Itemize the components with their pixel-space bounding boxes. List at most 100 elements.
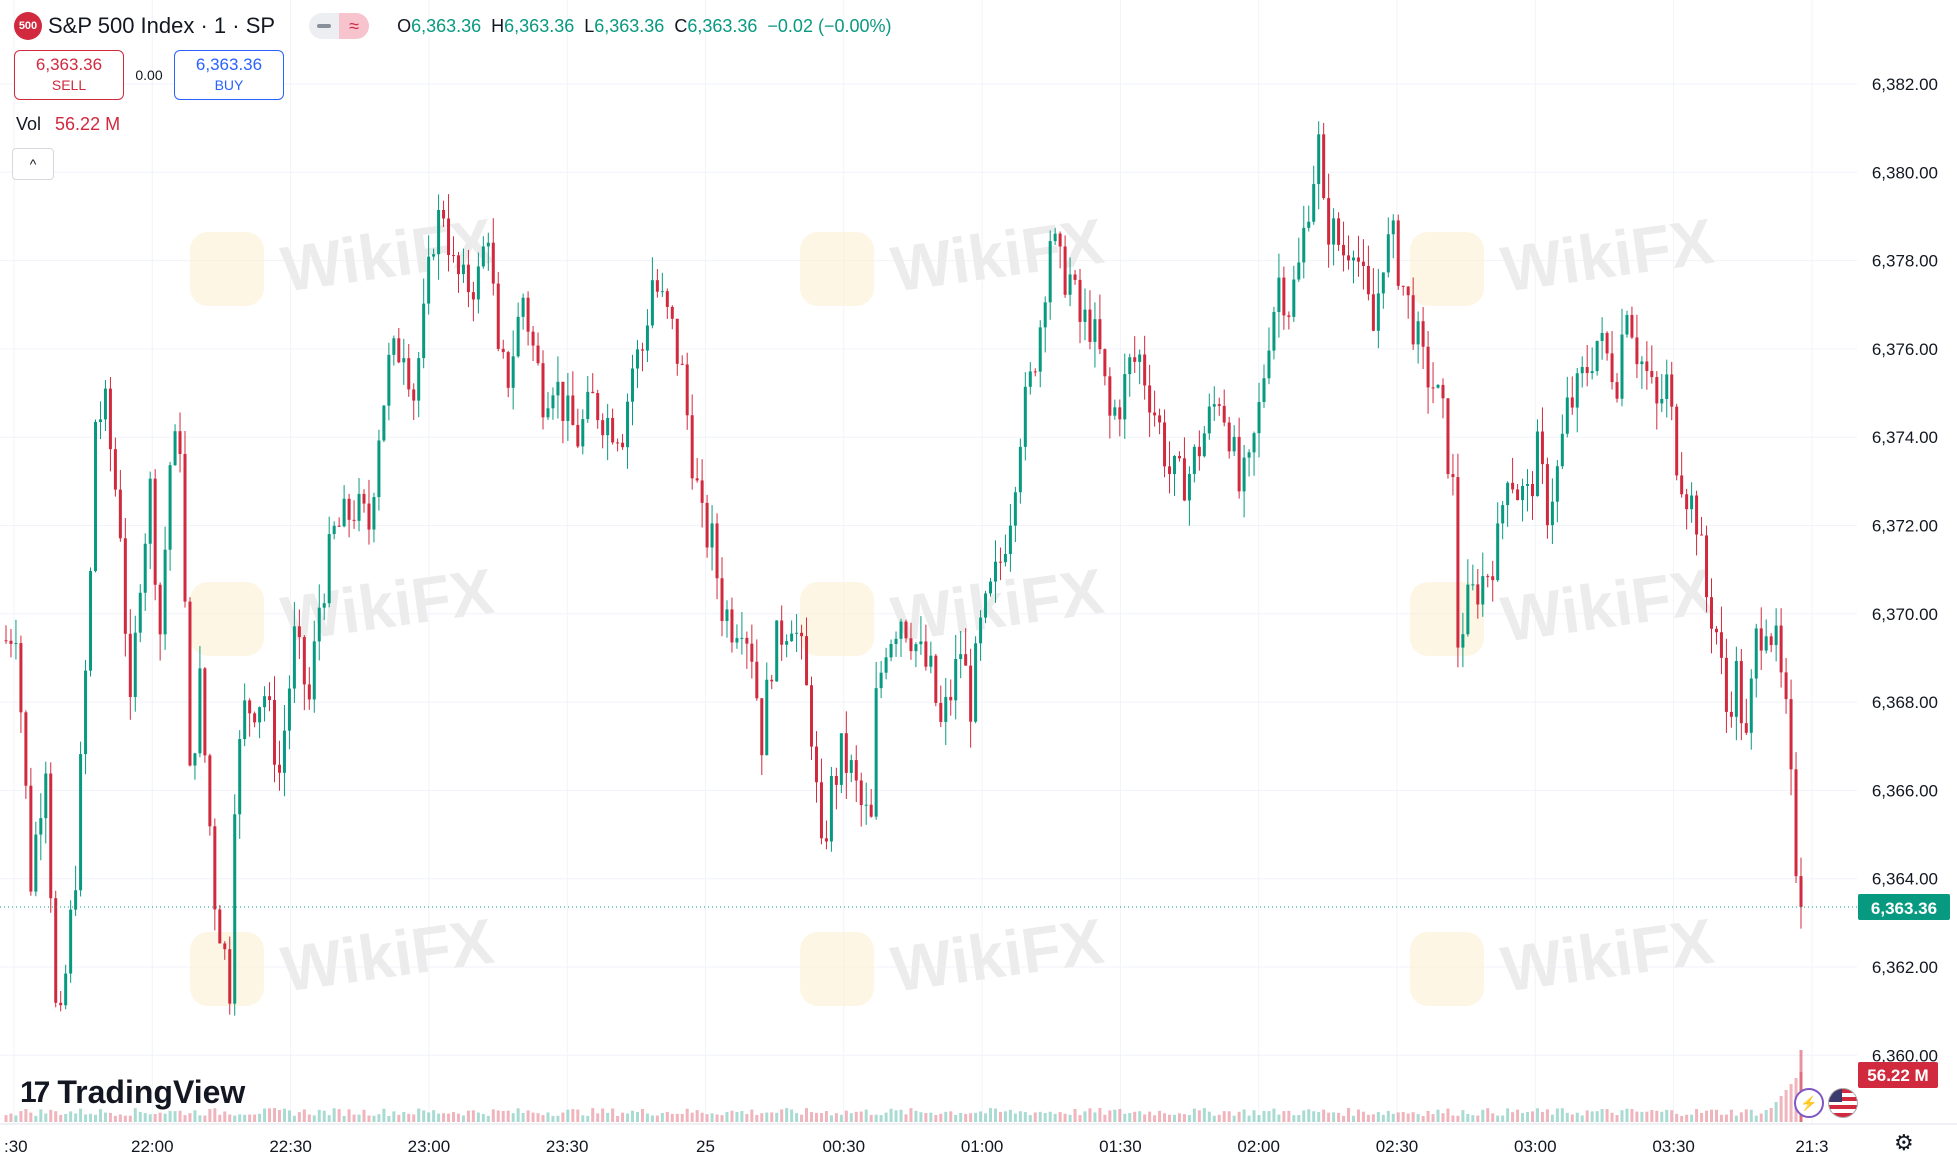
- candle-body: [834, 775, 838, 785]
- volume-bar: [1048, 1111, 1052, 1122]
- candle-body: [1128, 357, 1132, 375]
- candle-body: [1207, 406, 1211, 434]
- volume-bar: [1252, 1110, 1256, 1122]
- volume-bar: [1118, 1109, 1122, 1122]
- volume-bar: [1242, 1109, 1246, 1122]
- lightning-icon[interactable]: ⚡: [1794, 1088, 1824, 1118]
- candle-body: [387, 354, 391, 406]
- volume-bar: [253, 1114, 257, 1122]
- candle-body: [899, 621, 903, 639]
- volume-bar: [273, 1108, 277, 1122]
- volume-bar: [715, 1114, 719, 1122]
- buy-button[interactable]: 6,363.36 BUY: [174, 50, 284, 100]
- time-axis[interactable]: :30 22:00 22:30 23:00 23:30 25 00:30 01:00 01:30…: [4, 1137, 1828, 1156]
- volume-bar: [143, 1113, 147, 1122]
- volume-bar: [44, 1113, 48, 1122]
- y-tick-label: 6,382.00: [1872, 75, 1938, 94]
- candle-body: [447, 218, 451, 256]
- candle-body: [680, 363, 684, 365]
- candle-body: [949, 696, 953, 701]
- candle-body: [1123, 374, 1127, 420]
- volume-bar: [1635, 1111, 1639, 1122]
- volume-bar: [317, 1109, 321, 1122]
- symbol-title[interactable]: S&P 500 Index · 1 · SP: [48, 13, 276, 38]
- volume-bar: [1237, 1111, 1241, 1122]
- collapse-indicators-button[interactable]: ^: [12, 148, 54, 180]
- volume-bar: [327, 1115, 331, 1122]
- volume-bar: [1560, 1108, 1564, 1122]
- watermark-text: WikiFX: [277, 555, 498, 656]
- candle-body: [1426, 346, 1430, 388]
- candle-body: [203, 668, 207, 756]
- candle-body: [1158, 415, 1162, 423]
- candle-body: [397, 338, 401, 363]
- volume-bar: [1158, 1110, 1162, 1122]
- volume-bar: [650, 1115, 654, 1122]
- volume-bar: [1113, 1109, 1117, 1122]
- tradingview-logo[interactable]: 17 TradingView: [20, 1074, 245, 1111]
- x-tick-label: 03:30: [1652, 1137, 1695, 1156]
- collapse-legend-icon[interactable]: [309, 13, 340, 39]
- volume-bar: [29, 1112, 33, 1122]
- volume-bar: [14, 1115, 18, 1122]
- candle-body: [1252, 433, 1256, 453]
- price-axis[interactable]: 6,382.00 6,380.00 6,378.00 6,376.00 6,374.00…: [1858, 75, 1950, 1088]
- volume-bar: [929, 1112, 933, 1122]
- volume-bar: [1446, 1108, 1450, 1122]
- symbol-logo[interactable]: 500: [14, 12, 42, 40]
- volume-bar: [9, 1113, 13, 1122]
- volume-bar: [1337, 1112, 1341, 1122]
- volume-bar: [884, 1112, 888, 1122]
- volume-bar: [1620, 1110, 1624, 1122]
- volume-bar: [392, 1111, 396, 1122]
- ohlc-close-value: 6,363.36: [687, 15, 758, 36]
- volume-bar: [1476, 1115, 1480, 1122]
- candlestick-series: [4, 121, 1803, 1016]
- us-flag-icon[interactable]: [1828, 1088, 1858, 1118]
- approx-icon[interactable]: ≈: [339, 13, 370, 39]
- candle-body: [89, 571, 93, 671]
- candle-body: [1133, 357, 1137, 362]
- candle-body: [1734, 661, 1738, 717]
- candle-body: [292, 626, 296, 689]
- candle-body: [631, 368, 635, 402]
- candle-body: [1287, 315, 1291, 317]
- candle-body: [645, 325, 649, 351]
- watermark-text: WikiFX: [1497, 555, 1718, 656]
- volume-bar: [516, 1108, 520, 1122]
- candle-body: [49, 773, 53, 899]
- candle-body: [849, 760, 853, 773]
- candle-body: [138, 592, 142, 633]
- volume-bar: [635, 1111, 639, 1122]
- compare-toggle[interactable]: ≈: [309, 13, 370, 39]
- watermark-text: WikiFX: [887, 205, 1108, 306]
- candle-body: [1600, 332, 1604, 341]
- volume-bar: [775, 1112, 779, 1122]
- candle-body: [800, 632, 804, 637]
- settings-gear-icon[interactable]: ⚙: [1894, 1130, 1914, 1155]
- x-tick-label: :30: [4, 1137, 28, 1156]
- candle-body: [1540, 431, 1544, 465]
- volume-bar: [282, 1108, 286, 1122]
- volume-bar: [511, 1113, 515, 1122]
- candle-body: [422, 303, 426, 359]
- candle-body: [591, 391, 595, 394]
- candle-body: [1521, 485, 1525, 501]
- candle-body: [1560, 433, 1564, 467]
- volume-bar: [263, 1108, 267, 1122]
- candle-body: [39, 818, 43, 835]
- volume-bar: [1088, 1108, 1092, 1122]
- candle-body: [665, 291, 669, 307]
- volume-bar: [54, 1111, 58, 1122]
- candle-body: [765, 679, 769, 756]
- candle-body: [1506, 482, 1510, 506]
- volume-bar: [596, 1113, 600, 1122]
- sell-button[interactable]: 6,363.36 SELL: [14, 50, 124, 100]
- volume-bar: [1192, 1108, 1196, 1122]
- volume-bar: [1093, 1112, 1097, 1122]
- volume-bar: [407, 1113, 411, 1122]
- candle-body: [362, 493, 366, 504]
- volume-bar: [1073, 1108, 1077, 1122]
- x-tick-label: 23:00: [408, 1137, 451, 1156]
